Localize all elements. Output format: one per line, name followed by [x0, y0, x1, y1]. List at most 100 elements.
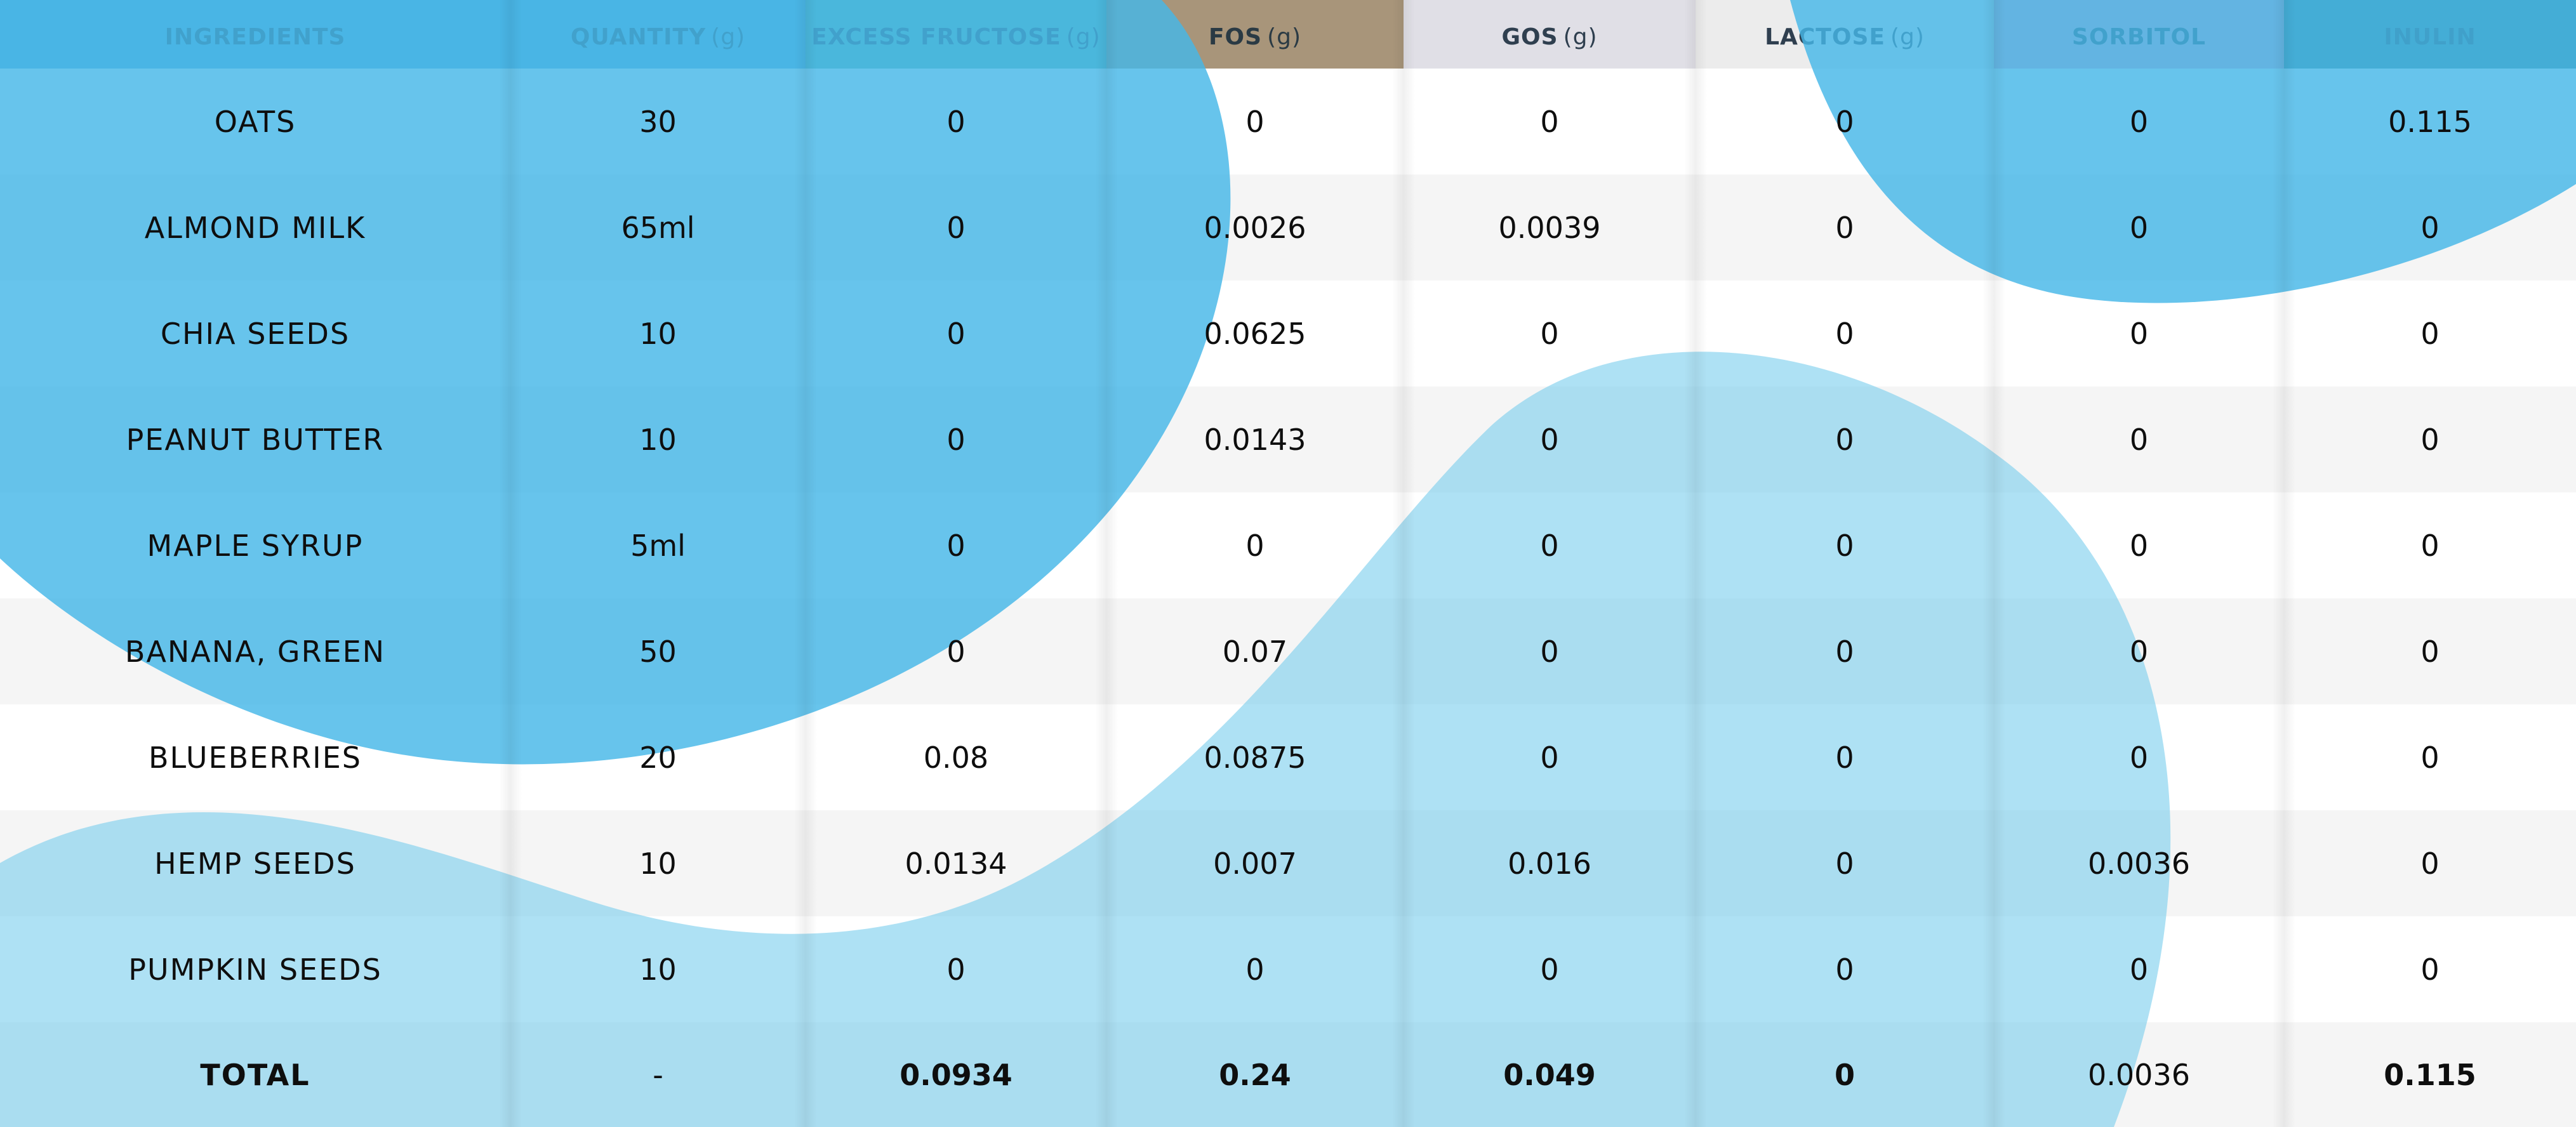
- table-cell: 0: [2129, 740, 2149, 775]
- table-cell: 0: [1835, 210, 1854, 245]
- table-cell: 0: [2420, 846, 2440, 881]
- table-cell: 0.016: [1508, 846, 1591, 881]
- table-cell: 0: [946, 316, 966, 351]
- table-cell: 0.0143: [1204, 422, 1306, 457]
- column-header-sorbitol: SORBITOL: [1994, 0, 2284, 74]
- table-cell: 0: [1835, 104, 1854, 139]
- table-cell: 0: [1835, 316, 1854, 351]
- total-cell: 0.0036: [2088, 1057, 2190, 1092]
- table-cell: 0.0875: [1204, 740, 1306, 775]
- column-header-fos: FOS (g): [1106, 0, 1404, 74]
- column-header-unit: (g): [1267, 23, 1302, 50]
- table-cell: 0.0026: [1204, 210, 1306, 245]
- ingredient-name: MAPLE SYRUP: [147, 528, 364, 563]
- ingredient-name: OATS: [214, 104, 296, 139]
- column-header-label: INULIN: [2384, 23, 2476, 50]
- table-cell: 0: [1835, 422, 1854, 457]
- ingredient-name: PEANUT BUTTER: [126, 422, 385, 457]
- table-cell: 0: [1540, 634, 1559, 669]
- table-cell: 10: [639, 422, 677, 457]
- column-header-excess-fructose: EXCESS FRUCTOSE (g): [806, 0, 1106, 74]
- table-cell: 0: [946, 952, 966, 987]
- table-cell: 0: [946, 104, 966, 139]
- table-cell: 0: [2420, 210, 2440, 245]
- table-cell: 0.0625: [1204, 316, 1306, 351]
- table-cell: 0: [2129, 422, 2149, 457]
- column-header-unit: (g): [711, 23, 746, 50]
- table-cell: 0.115: [2388, 104, 2472, 139]
- table-cell: 0: [1540, 104, 1559, 139]
- table-cell: 0.0036: [2088, 846, 2190, 881]
- column-header-lactose: LACTOSE (g): [1696, 0, 1994, 74]
- table-cell: 65ml: [621, 210, 695, 245]
- ingredient-name: HEMP SEEDS: [154, 846, 356, 881]
- total-cell: 0.0934: [900, 1057, 1012, 1092]
- table-cell: 30: [639, 104, 677, 139]
- table-cell: 0: [1540, 422, 1559, 457]
- table-cell: 0.08: [923, 740, 989, 775]
- column-header-label: QUANTITY: [570, 23, 707, 50]
- table-cell: 0: [1540, 316, 1559, 351]
- column-header-unit: (g): [1066, 23, 1101, 50]
- ingredient-name: CHIA SEEDS: [160, 316, 350, 351]
- table-cell: 0: [2129, 634, 2149, 669]
- table-cell: 0: [2420, 952, 2440, 987]
- table-cell: 0: [1835, 634, 1854, 669]
- column-header-label: FOS: [1208, 23, 1263, 50]
- table-cell: 0.07: [1222, 634, 1288, 669]
- total-cell: 0.115: [2384, 1057, 2476, 1092]
- table-cell: 10: [639, 316, 677, 351]
- table-cell: 0: [1245, 952, 1265, 987]
- ingredient-name: PUMPKIN SEEDS: [128, 952, 382, 987]
- ingredient-name: BLUEBERRIES: [148, 740, 362, 775]
- column-header-background: [1404, 0, 1696, 74]
- table-cell: 0: [946, 210, 966, 245]
- column-header-label: GOS: [1501, 23, 1558, 50]
- table-cell: 0: [946, 634, 966, 669]
- table-cell: 0: [1835, 528, 1854, 563]
- table-cell: 0: [946, 528, 966, 563]
- table-cell: 0: [1540, 952, 1559, 987]
- table-cell: 0: [2420, 634, 2440, 669]
- table-cell: 0: [1540, 740, 1559, 775]
- table-cell: 0: [2420, 316, 2440, 351]
- column-header-label: SORBITOL: [2071, 23, 2207, 50]
- total-cell: 0.24: [1219, 1057, 1291, 1092]
- table-cell: 0: [1835, 846, 1854, 881]
- table-cell: 10: [639, 952, 677, 987]
- table-cell: 0: [2129, 952, 2149, 987]
- total-cell: 0: [1834, 1057, 1855, 1092]
- column-header-label: LACTOSE: [1765, 23, 1885, 50]
- table-cell: 0: [2420, 528, 2440, 563]
- total-cell: -: [653, 1057, 663, 1092]
- total-cell: TOTAL: [200, 1057, 310, 1092]
- table-cell: 0: [946, 422, 966, 457]
- table-cell: 0.0134: [905, 846, 1007, 881]
- column-header-unit: (g): [1563, 23, 1598, 50]
- table-cell: 0: [2129, 104, 2149, 139]
- ingredient-name: ALMOND MILK: [144, 210, 366, 245]
- table-cell: 0: [2129, 210, 2149, 245]
- table-cell: 0: [1540, 528, 1559, 563]
- total-cell: 0.049: [1503, 1057, 1596, 1092]
- table-cell: 0: [2420, 740, 2440, 775]
- column-header-quantity: QUANTITY (g): [510, 0, 806, 74]
- table-cell: 10: [639, 846, 677, 881]
- column-header-gos: GOS (g): [1404, 0, 1696, 74]
- table-cell: 0: [2129, 316, 2149, 351]
- column-header-label: INGREDIENTS: [164, 23, 346, 50]
- table-cell: 0.007: [1213, 846, 1297, 881]
- table-cell: 0: [1245, 528, 1265, 563]
- column-header-inulin: INULIN: [2284, 0, 2576, 74]
- column-header-label: EXCESS FRUCTOSE: [811, 23, 1061, 50]
- table-cell: 0: [1835, 740, 1854, 775]
- table-cell: 5ml: [630, 528, 686, 563]
- column-header-unit: (g): [1890, 23, 1925, 50]
- table-cell: 0: [1835, 952, 1854, 987]
- table-cell: 50: [639, 634, 677, 669]
- table-cell: 20: [639, 740, 677, 775]
- table-cell: 0: [1245, 104, 1265, 139]
- ingredient-name: BANANA, GREEN: [124, 634, 386, 669]
- table-cell: 0.0039: [1498, 210, 1601, 245]
